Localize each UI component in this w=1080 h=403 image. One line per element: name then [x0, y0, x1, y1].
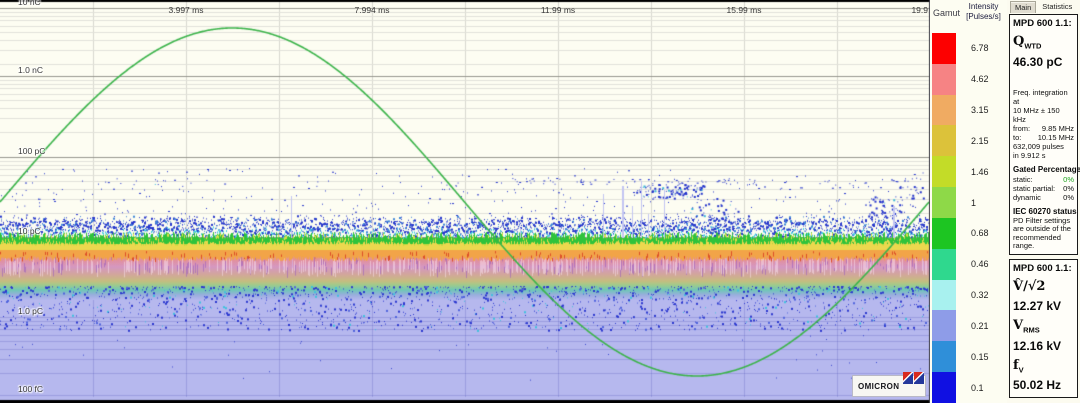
pd-scope-canvas[interactable]: [0, 0, 930, 403]
gated-row-static: static: 0%: [1013, 175, 1074, 184]
omicron-logo-text: OMICRON: [858, 381, 900, 391]
voltage-readout-box: MPD 600 1.1: V̂/√2 12.27 kV VRMS 12.16 k…: [1009, 258, 1078, 399]
f-v-value: 50.02 Hz: [1013, 378, 1062, 393]
gated-label-2: dynamic: [1013, 192, 1041, 202]
gated-row-static-partial: static partial: 0%: [1013, 184, 1074, 193]
intensity-axis-label-line1: Intensity: [968, 2, 999, 11]
device-title: MPD 600 1.1:: [1013, 262, 1072, 274]
gamut-colorbar: [932, 33, 956, 403]
gamut-value-label: 6.78: [971, 43, 989, 54]
charge-readout-box: MPD 600 1.1: QWTD 46.30 pC Freq. integra…: [1009, 14, 1080, 255]
freq-from-row: from: 9.85 MHz: [1013, 124, 1074, 133]
gamut-segment: [932, 156, 956, 188]
gamut-value-label: 0.21: [971, 320, 989, 331]
omicron-logo: OMICRON: [852, 372, 926, 397]
v-rms-symbol: VRMS: [1013, 318, 1040, 335]
v-peak-value: 12.27 kV: [1013, 299, 1062, 314]
freq-integration-line1: Freq. integration at: [1013, 87, 1068, 106]
gated-value-0: 0%: [1063, 174, 1074, 184]
tab-main[interactable]: Main: [1010, 1, 1037, 13]
gamut-value-label: 2.15: [971, 135, 989, 146]
gated-label-0: static:: [1013, 174, 1033, 184]
freq-integration-line2: 10 MHz ± 150 kHz: [1013, 105, 1060, 124]
freq-to-value: 10.15 MHz: [1037, 132, 1074, 142]
gamut-segment: [932, 33, 956, 64]
flag-icon: [914, 372, 924, 384]
gamut-legend: Gamut Intensity [Pulses/s] 6.78 4.62 3.15 2…: [930, 0, 1007, 403]
gamut-segment: [932, 248, 956, 280]
freq-to-row: to: 10.15 MHz: [1013, 133, 1074, 142]
gamut-value-label: 4.62: [971, 74, 989, 85]
gamut-segment: [932, 310, 956, 342]
gamut-segment: [932, 187, 956, 218]
gamut-segment: [932, 279, 956, 311]
pd-scope-plot: 10 nC 1.0 nC 100 pC 10 pC 1.0 pC 100 fC 3.997…: [0, 0, 930, 403]
side-panel: Main Statistics MPD 600 1.1: QWTD 46.30 …: [1007, 0, 1080, 403]
iec-status-heading: IEC 60270 status: [1013, 206, 1077, 216]
tab-statistics[interactable]: Statistics: [1037, 0, 1077, 13]
intensity-axis-label-line2: [Pulses/s]: [966, 12, 1001, 21]
gated-value-2: 0%: [1063, 192, 1074, 202]
gated-row-dynamic: dynamic 0%: [1013, 193, 1074, 202]
gamut-value-label: 0.15: [971, 351, 989, 362]
device-title: MPD 600 1.1:: [1013, 18, 1072, 29]
freq-to-label: to:: [1013, 132, 1022, 142]
gamut-value-label: 0.1: [971, 382, 984, 393]
gamut-segment: [932, 217, 956, 249]
intensity-axis-label: Intensity [Pulses/s]: [960, 2, 1007, 22]
q-wtd-value: 46.30 pC: [1013, 54, 1063, 69]
gamut-segment: [932, 94, 956, 126]
iec-status-text: PD Filter settings are outside of the re…: [1013, 215, 1071, 251]
panel-tabs: Main Statistics: [1007, 0, 1080, 14]
omicron-flag-icons: [903, 372, 924, 384]
gamut-value-label: 1.46: [971, 166, 989, 177]
gamut-value-label: 3.15: [971, 105, 989, 116]
gamut-segment: [932, 341, 956, 373]
f-v-symbol: fV: [1013, 357, 1024, 375]
pulse-count: 632,009 pulses: [1013, 141, 1064, 151]
freq-from-label: from:: [1013, 123, 1031, 133]
v-rms-value: 12.16 kV: [1013, 338, 1062, 353]
gamut-segment: [932, 63, 956, 95]
gamut-value-label: 0.46: [971, 259, 989, 270]
gamut-title: Gamut: [933, 8, 961, 18]
freq-integration-block: Freq. integration at 10 MHz ± 150 kHz fr…: [1013, 88, 1074, 160]
flag-icon: [903, 372, 913, 384]
q-wtd-symbol: QWTD: [1013, 34, 1042, 51]
gamut-segment: [932, 372, 956, 403]
v-peak-symbol: V̂/√2: [1013, 278, 1046, 294]
pulse-duration: in 9.912 s: [1013, 150, 1046, 160]
gamut-value-label: 0.68: [971, 228, 989, 239]
gated-label-1: static partial:: [1013, 183, 1056, 193]
gamut-value-label: 0.32: [971, 290, 989, 301]
gated-percentage-heading: Gated Percentage: [1013, 164, 1080, 174]
gamut-value-label: 1: [971, 197, 977, 208]
freq-from-value: 9.85 MHz: [1041, 123, 1074, 133]
gamut-segment: [932, 125, 956, 157]
gated-value-1: 0%: [1063, 183, 1074, 193]
